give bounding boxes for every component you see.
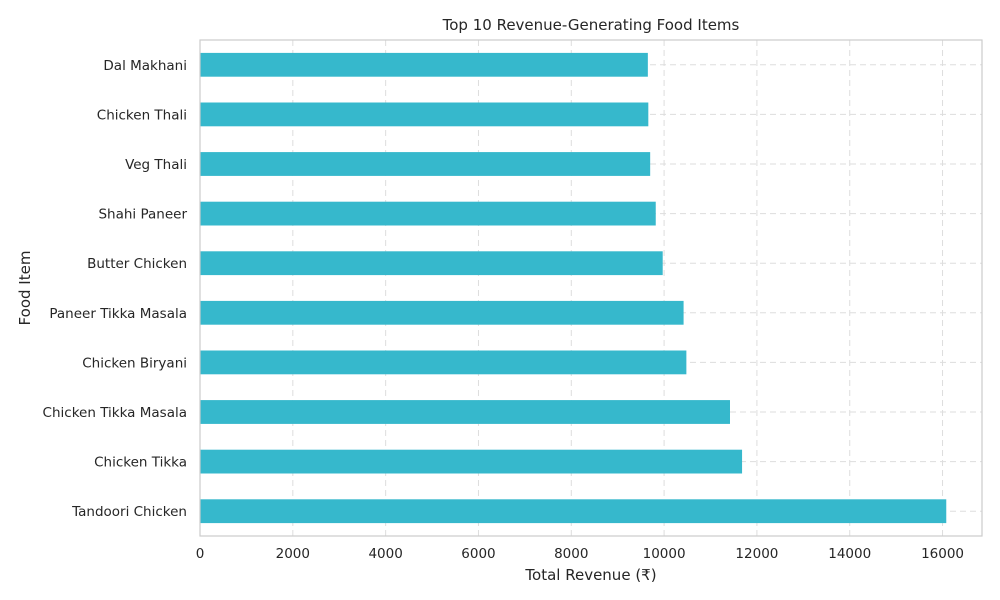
bar-veg-thali (200, 152, 651, 176)
x-tick-label: 12000 (735, 546, 778, 562)
x-tick-label: 16000 (921, 546, 964, 562)
x-tick-labels: 0 2000 4000 6000 8000 10000 12000 14000 16000 (196, 546, 964, 562)
x-tick-label: 8000 (554, 546, 588, 562)
x-tick-label: 4000 (368, 546, 402, 562)
y-axis-label: Food Item (16, 251, 34, 326)
bar-chicken-tikka-masala (200, 400, 730, 424)
x-tick-label: 10000 (643, 546, 686, 562)
y-tick-label: Dal Makhani (103, 58, 187, 74)
y-tick-label: Butter Chicken (87, 256, 187, 272)
bar-chicken-tikka (200, 449, 743, 474)
x-axis-label: Total Revenue (₹) (524, 566, 656, 584)
bar-shahi-paneer (200, 201, 656, 226)
bar-chicken-thali (200, 102, 649, 127)
x-tick-label: 0 (196, 546, 205, 562)
bar-tandoori-chicken (200, 499, 947, 524)
y-tick-label: Shahi Paneer (98, 207, 187, 223)
plot-frame (199, 39, 983, 537)
bar-butter-chicken (200, 251, 663, 276)
y-tick-label: Chicken Thali (97, 107, 187, 123)
bar-paneer-tikka-masala (200, 300, 684, 325)
bar-chicken-biryani (200, 350, 687, 375)
chart-title: Top 10 Revenue-Generating Food Items (442, 16, 740, 34)
y-tick-label: Chicken Tikka (94, 455, 187, 471)
x-tick-label: 14000 (828, 546, 871, 562)
y-tick-label: Veg Thali (125, 157, 187, 173)
x-tick-label: 2000 (276, 546, 310, 562)
y-tick-label: Chicken Biryani (82, 355, 187, 371)
bars (200, 52, 947, 524)
y-tick-label: Chicken Tikka Masala (43, 405, 187, 421)
y-tick-label: Paneer Tikka Masala (49, 306, 187, 322)
bar-dal-makhani (200, 52, 648, 77)
x-tick-label: 6000 (461, 546, 495, 562)
y-tick-label: Tandoori Chicken (71, 504, 187, 520)
y-tick-labels: Dal Makhani Chicken Thali Veg Thali Shahi P… (43, 58, 188, 520)
